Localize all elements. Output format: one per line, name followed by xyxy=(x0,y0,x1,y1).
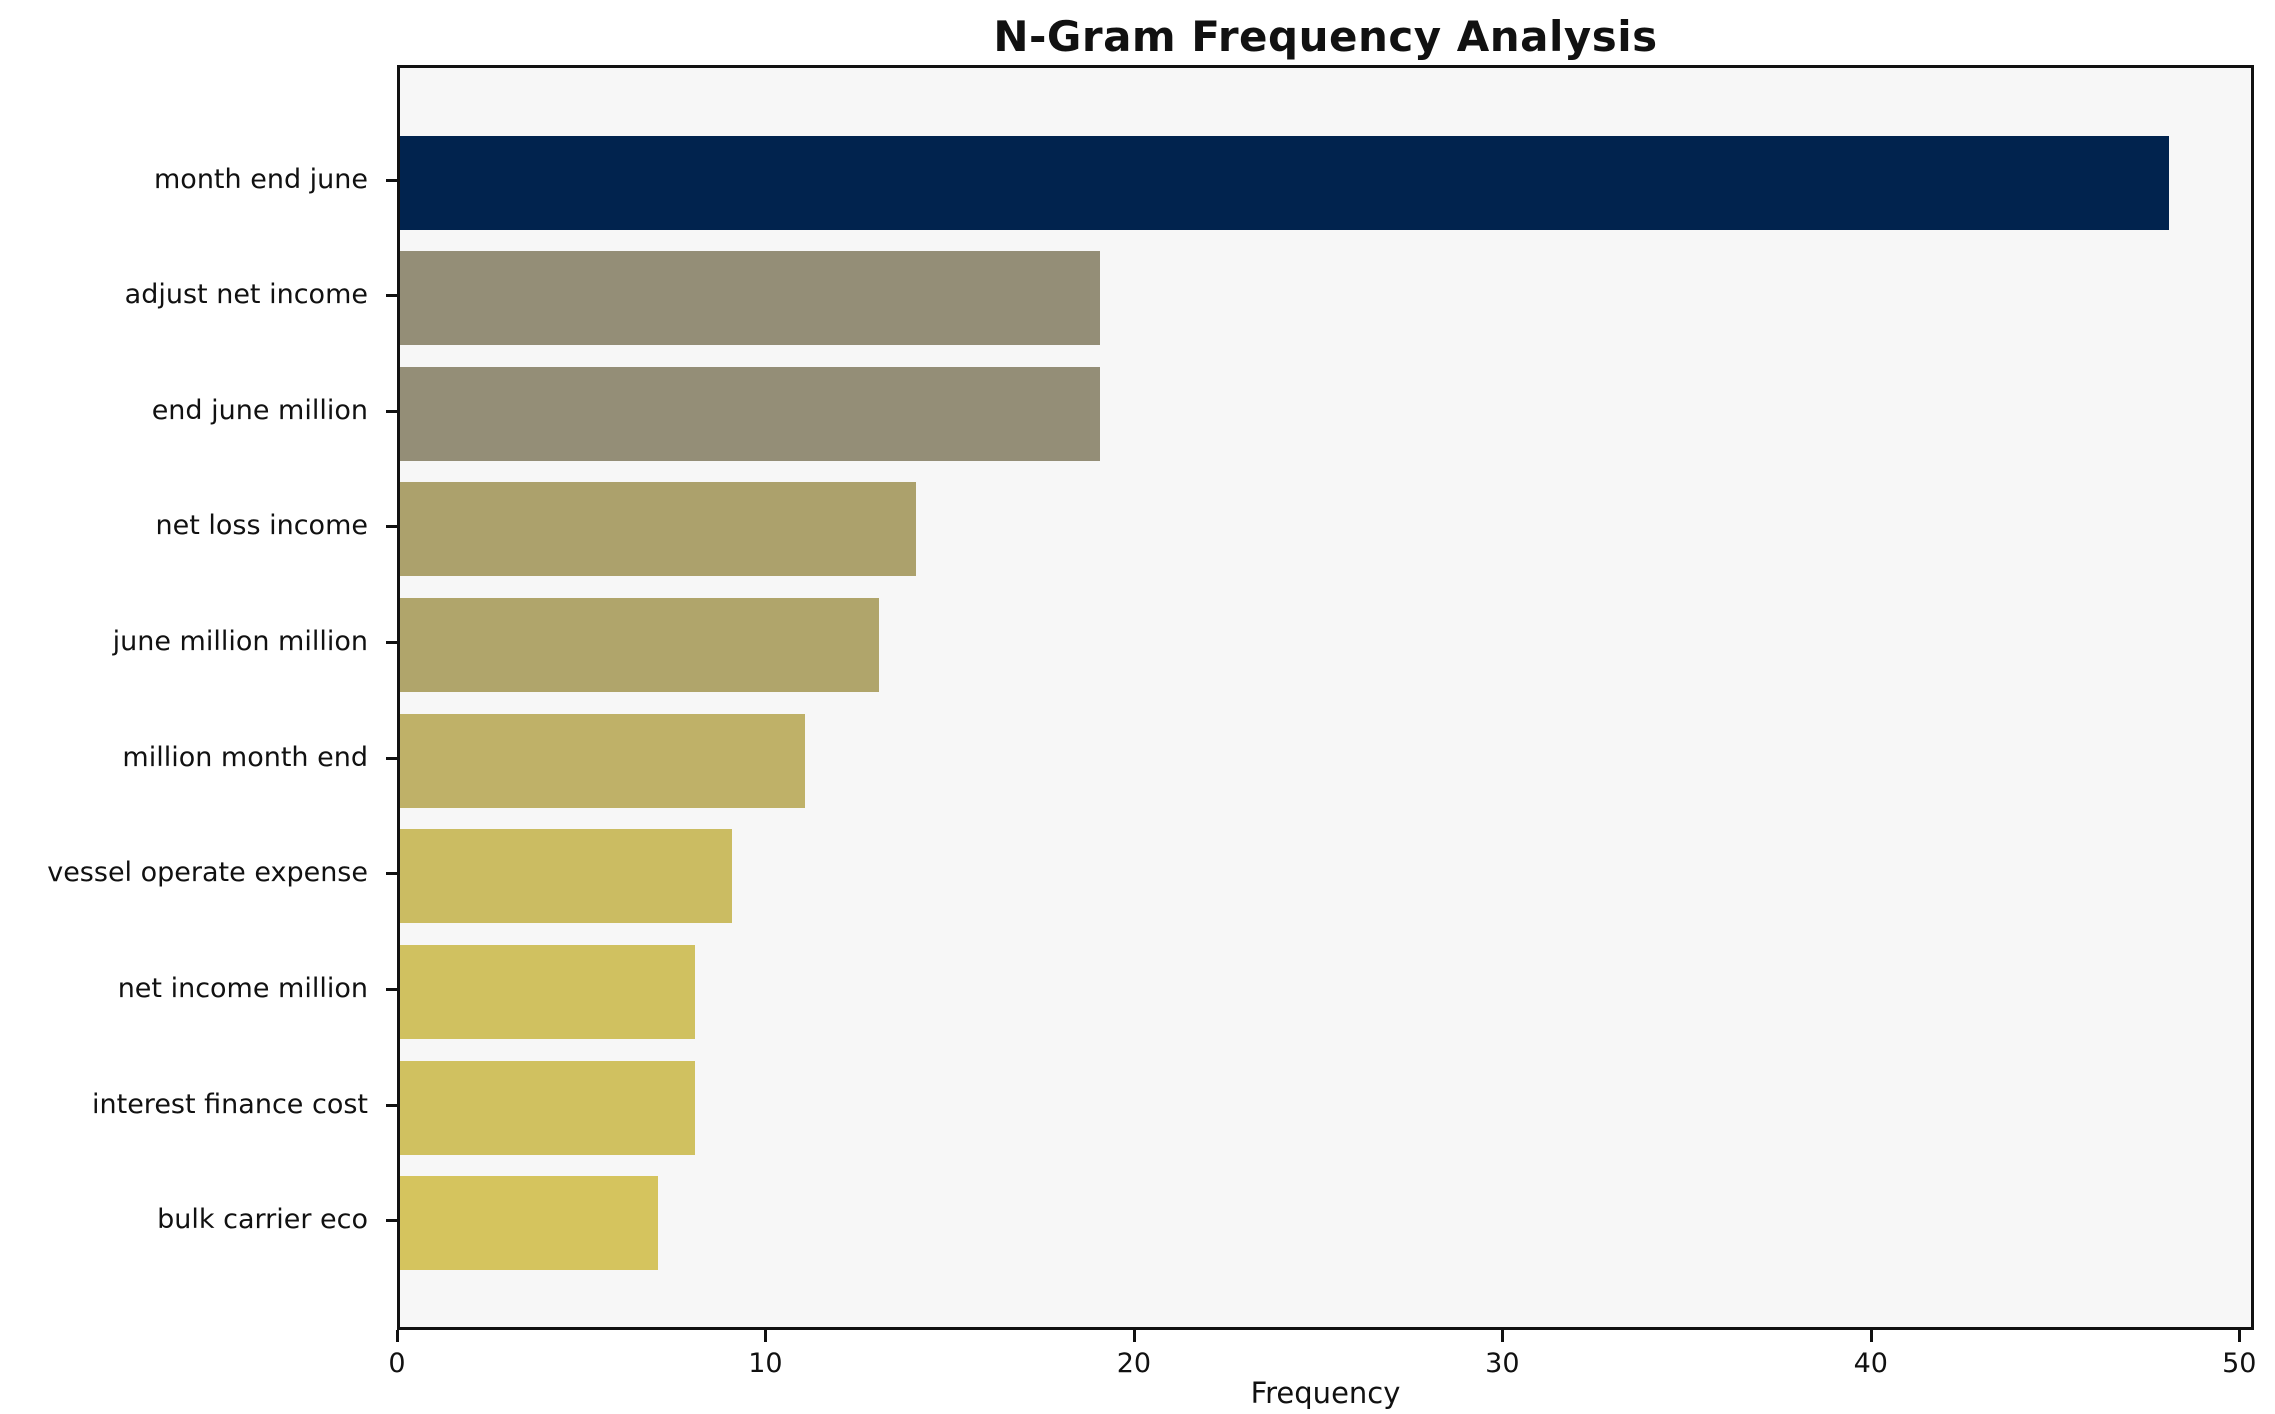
x-tick-label-30: 30 xyxy=(1485,1348,1520,1379)
y-tick-mark xyxy=(386,756,397,760)
y-tick-label-net-loss-income: net loss income xyxy=(155,510,368,542)
y-tick-label-net-income-million: net income million xyxy=(117,973,368,1004)
y-tick-label-bulk-carrier-eco: bulk carrier eco xyxy=(157,1204,368,1236)
x-tick-mark xyxy=(1501,1330,1505,1342)
plot-area xyxy=(397,65,2254,1330)
y-tick-mark xyxy=(386,1103,397,1107)
bar-interest-finance-cost xyxy=(400,1060,695,1155)
chart-title: N-Gram Frequency Analysis xyxy=(993,12,1658,61)
x-tick-mark xyxy=(396,1330,399,1342)
y-tick-mark xyxy=(386,641,397,645)
y-tick-mark xyxy=(386,988,397,991)
y-tick-label-june-million-million: june million million xyxy=(112,626,368,658)
y-tick-mark xyxy=(386,1219,397,1223)
x-tick-label-40: 40 xyxy=(1853,1348,1888,1379)
bar-month-end-june xyxy=(400,135,2169,230)
x-tick-mark xyxy=(764,1330,768,1342)
y-tick-mark xyxy=(386,525,397,529)
x-tick-label-20: 20 xyxy=(1116,1348,1152,1379)
x-tick-label-10: 10 xyxy=(748,1348,783,1379)
bar-adjust-net-income xyxy=(400,251,1101,346)
x-tick-label-50: 50 xyxy=(2222,1348,2257,1379)
x-tick-label-0: 0 xyxy=(388,1348,406,1379)
y-tick-label-adjust-net-income: adjust net income xyxy=(124,279,368,311)
bar-bulk-carrier-eco xyxy=(400,1176,658,1271)
y-tick-label-interest-finance-cost: interest finance cost xyxy=(92,1088,368,1120)
y-tick-label-month-end-june: month end june xyxy=(154,163,368,195)
x-tick-mark xyxy=(2238,1330,2242,1342)
bar-million-month-end xyxy=(400,713,806,808)
bar-end-june-million xyxy=(400,366,1101,461)
y-tick-mark xyxy=(386,409,397,413)
bar-net-loss-income xyxy=(400,482,916,577)
y-tick-label-million-month-end: million month end xyxy=(122,741,368,773)
x-tick-mark xyxy=(1132,1330,1136,1342)
y-tick-mark xyxy=(386,872,397,876)
bar-june-million-million xyxy=(400,598,879,693)
x-axis-title: Frequency xyxy=(1250,1376,1401,1410)
bar-vessel-operate-expense xyxy=(400,829,732,924)
x-tick-mark xyxy=(1869,1330,1873,1342)
y-tick-mark xyxy=(386,178,397,182)
y-tick-label-end-june-million: end june million xyxy=(151,394,368,426)
y-tick-label-vessel-operate-expense: vessel operate expense xyxy=(47,857,368,889)
bar-net-income-million xyxy=(400,945,695,1039)
y-tick-mark xyxy=(386,294,397,298)
